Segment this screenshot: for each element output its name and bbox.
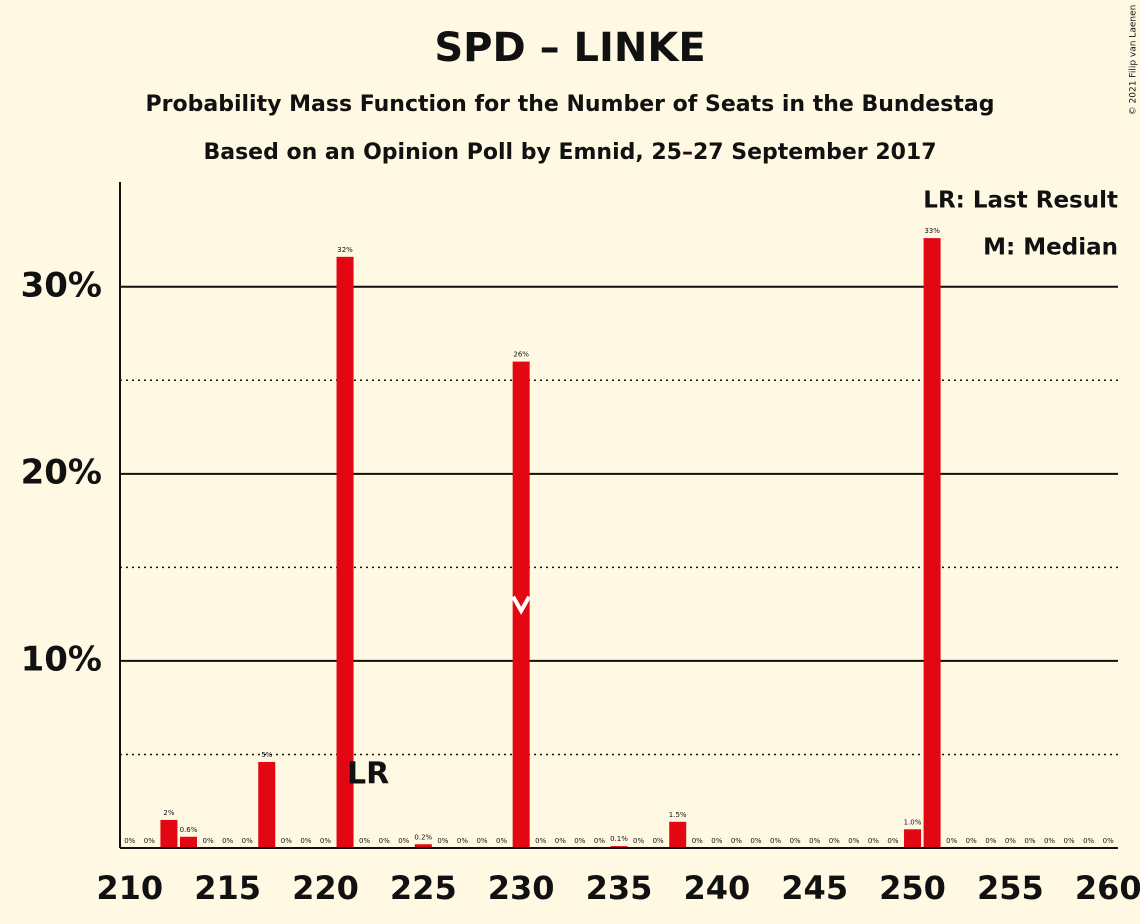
value-label: 1.5% <box>669 811 687 819</box>
value-label: 0% <box>476 837 487 845</box>
value-label: 5% <box>261 751 272 759</box>
y-tick-label: 10% <box>21 639 102 679</box>
value-label: 0% <box>437 837 448 845</box>
value-label: 0% <box>496 837 507 845</box>
value-label: 33% <box>924 227 940 235</box>
value-label: 0% <box>887 837 898 845</box>
value-label: 0% <box>398 837 409 845</box>
copyright: © 2021 Filip van Laenen <box>1129 5 1139 116</box>
value-label: 0% <box>829 837 840 845</box>
value-label: 26% <box>513 351 529 359</box>
value-label: 0% <box>750 837 761 845</box>
value-label: 0% <box>281 837 292 845</box>
value-label: 0% <box>574 837 585 845</box>
value-label: 0% <box>124 837 135 845</box>
value-label: 0% <box>946 837 957 845</box>
value-label: 0% <box>1083 837 1094 845</box>
x-tick-label: 220 <box>292 869 359 907</box>
x-tick-label: 225 <box>390 869 457 907</box>
value-label: 0% <box>966 837 977 845</box>
x-tick-label: 210 <box>96 869 163 907</box>
x-tick-label: 260 <box>1075 869 1140 907</box>
value-label: 0% <box>242 837 253 845</box>
value-label: 0% <box>790 837 801 845</box>
legend-entry: LR: Last Result <box>923 188 1118 214</box>
x-tick-label: 230 <box>488 869 555 907</box>
subtitle: Based on an Opinion Poll by Emnid, 25–27… <box>203 140 936 165</box>
x-tick-label: 245 <box>781 869 848 907</box>
value-label: 32% <box>337 246 353 254</box>
value-label: 0% <box>457 837 468 845</box>
value-label: 0% <box>1005 837 1016 845</box>
value-label: 0% <box>868 837 879 845</box>
value-label: 0% <box>1024 837 1035 845</box>
bar <box>904 829 922 848</box>
value-label: 0% <box>594 837 605 845</box>
value-label: 0% <box>809 837 820 845</box>
value-label: 0% <box>731 837 742 845</box>
value-label: 0.1% <box>610 835 628 843</box>
value-label: 0% <box>985 837 996 845</box>
legend-entry: M: Median <box>983 235 1118 261</box>
bar <box>160 819 178 848</box>
value-label: 0% <box>359 837 370 845</box>
value-label: 0% <box>770 837 781 845</box>
chart-title: SPD – LINKE <box>434 25 705 71</box>
y-tick-label: 20% <box>21 452 102 492</box>
value-label: 0% <box>320 837 331 845</box>
value-label: 0.6% <box>180 826 198 834</box>
value-label: 0.2% <box>414 833 432 841</box>
bar <box>179 836 197 848</box>
value-label: 0% <box>379 837 390 845</box>
value-label: 2% <box>163 809 174 817</box>
bar <box>923 238 941 848</box>
x-tick-label: 255 <box>977 869 1044 907</box>
value-label: 0% <box>144 837 155 845</box>
value-label: 0% <box>203 837 214 845</box>
value-label: 0% <box>1103 837 1114 845</box>
x-tick-label: 235 <box>586 869 653 907</box>
bar <box>512 361 530 848</box>
value-label: 0% <box>300 837 311 845</box>
bar <box>669 821 687 848</box>
x-tick-label: 240 <box>683 869 750 907</box>
median-marker <box>511 595 531 615</box>
value-label: 0% <box>1064 837 1075 845</box>
bar <box>414 844 432 848</box>
subtitle: Probability Mass Function for the Number… <box>146 92 995 117</box>
value-label: 0% <box>633 837 644 845</box>
bar <box>258 761 276 848</box>
value-label: 0% <box>222 837 233 845</box>
value-label: 0% <box>535 837 546 845</box>
bar <box>336 256 354 849</box>
value-label: 1.0% <box>904 818 922 826</box>
last-result-label: LR <box>347 757 389 792</box>
value-label: 0% <box>692 837 703 845</box>
value-label: 0% <box>653 837 664 845</box>
y-tick-label: 30% <box>21 265 102 305</box>
value-label: 0% <box>848 837 859 845</box>
x-tick-label: 250 <box>879 869 946 907</box>
value-label: 0% <box>711 837 722 845</box>
value-label: 0% <box>1044 837 1055 845</box>
value-label: 0% <box>555 837 566 845</box>
x-tick-label: 215 <box>194 869 261 907</box>
